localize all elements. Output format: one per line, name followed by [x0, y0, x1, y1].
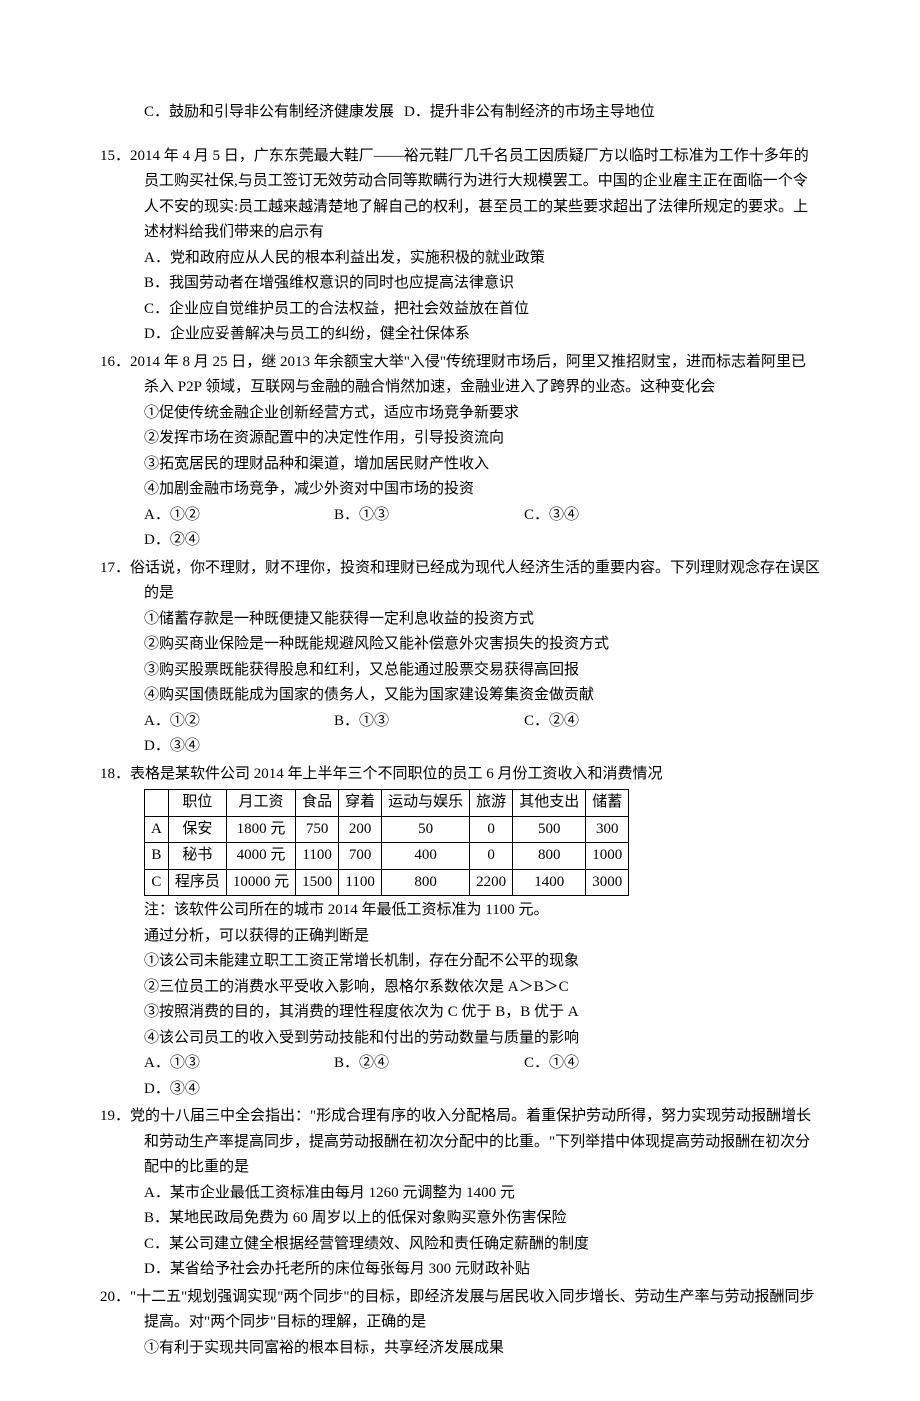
q16-s1: ①促使传统金融企业创新经营方式，适应市场竞争新要求 [100, 401, 820, 427]
q18-th-7: 其他支出 [513, 790, 586, 817]
q18-cell-0-8: 300 [586, 816, 629, 843]
q18-th-2: 月工资 [226, 790, 295, 817]
q18-opt-d: D．③④ [100, 1077, 820, 1103]
q14-opt-c: C．鼓励和引导非公有制经济健康发展 [144, 100, 404, 126]
q19-opt-d: D．某省给予社会办托老所的床位每张每月 300 元财政补贴 [100, 1257, 820, 1283]
q14-options-cd: C．鼓励和引导非公有制经济健康发展 D．提升非公有制经济的市场主导地位 [100, 100, 820, 126]
q20: 20．"十二五"规划强调实现"两个同步"的目标，即经济发展与居民收入同步增长、劳… [100, 1285, 820, 1362]
q16-opt-d: D．②④ [100, 528, 820, 554]
q18-opts-abc: A．①③ B．②④ C．①④ [100, 1051, 820, 1077]
q18-cell-1-5: 400 [382, 843, 470, 870]
q18-cell-0-0: A [145, 816, 169, 843]
q18-cell-1-8: 1000 [586, 843, 629, 870]
q18-cell-1-0: B [145, 843, 169, 870]
q18-cell-1-1: 秘书 [168, 843, 226, 870]
q18-cell-0-3: 750 [296, 816, 339, 843]
q19-opt-c: C．某公司建立健全根据经营管理绩效、风险和责任确定薪酬的制度 [100, 1232, 820, 1258]
q18-cell-0-2: 1800 元 [226, 816, 295, 843]
q16-s4: ④加剧金融市场竞争，减少外资对中国市场的投资 [100, 477, 820, 503]
q18-note: 注：该软件公司所在的城市 2014 年最低工资标准为 1100 元。 [100, 898, 820, 924]
q19: 19．党的十八届三中全会指出："形成合理有序的收入分配格局。着重保护劳动所得，努… [100, 1104, 820, 1283]
q18-cell-2-5: 800 [382, 869, 470, 896]
q18-cell-2-0: C [145, 869, 169, 896]
q17-stem: 17．俗话说，你不理财，财不理你，投资和理财已经成为现代人经济生活的重要内容。下… [100, 556, 820, 607]
q15: 15．2014 年 4 月 5 日，广东东莞最大鞋厂——裕元鞋厂几千名员工因质疑… [100, 144, 820, 348]
q18-cell-1-6: 0 [470, 843, 513, 870]
q18-stem: 18．表格是某软件公司 2014 年上半年三个不同职位的员工 6 月份工资收入和… [100, 762, 820, 788]
q18-table: 职位月工资食品穿着运动与娱乐旅游其他支出储蓄 A保安1800 元75020050… [144, 789, 629, 896]
q14-opt-d: D．提升非公有制经济的市场主导地位 [404, 100, 664, 126]
q18-th-8: 储蓄 [586, 790, 629, 817]
q18-th-6: 旅游 [470, 790, 513, 817]
q18-cell-2-2: 10000 元 [226, 869, 295, 896]
q16-opt-b: B．①③ [334, 503, 524, 529]
q20-s1: ①有利于实现共同富裕的根本目标，共享经济发展成果 [100, 1336, 820, 1362]
q18-cell-1-3: 1100 [296, 843, 339, 870]
q18-cell-2-8: 3000 [586, 869, 629, 896]
q18-lead: 通过分析，可以获得的正确判断是 [100, 924, 820, 950]
q18-cell-0-6: 0 [470, 816, 513, 843]
q18-cell-0-7: 500 [513, 816, 586, 843]
q18-cell-2-3: 1500 [296, 869, 339, 896]
q16-opts-abc: A．①② B．①③ C．③④ [100, 503, 820, 529]
q18-cell-0-5: 50 [382, 816, 470, 843]
q18-s3: ③按照消费的目的，其消费的理性程度依次为 C 优于 B，B 优于 A [100, 1000, 820, 1026]
q18-th-5: 运动与娱乐 [382, 790, 470, 817]
table-row: B秘书4000 元110070040008001000 [145, 843, 629, 870]
q18-th-0 [145, 790, 169, 817]
q16: 16．2014 年 8 月 25 日，继 2013 年余额宝大举"入侵"传统理财… [100, 350, 820, 554]
q19-opt-a: A．某市企业最低工资标准由每月 1260 元调整为 1400 元 [100, 1181, 820, 1207]
q18: 18．表格是某软件公司 2014 年上半年三个不同职位的员工 6 月份工资收入和… [100, 762, 820, 1103]
q17-s3: ③购买股票既能获得股息和红利，又总能通过股票交易获得高回报 [100, 658, 820, 684]
q15-opt-c: C．企业应自觉维护员工的合法权益，把社会效益放在首位 [100, 297, 820, 323]
q17-opt-a: A．①② [144, 709, 334, 735]
q18-cell-1-2: 4000 元 [226, 843, 295, 870]
q18-cell-0-4: 200 [339, 816, 382, 843]
q16-opt-a: A．①② [144, 503, 334, 529]
q18-cell-2-6: 2200 [470, 869, 513, 896]
q18-opt-b: B．②④ [334, 1051, 524, 1077]
q18-cell-1-7: 800 [513, 843, 586, 870]
q18-opt-c: C．①④ [524, 1051, 714, 1077]
q18-s1: ①该公司未能建立职工工资正常增长机制，存在分配不公平的现象 [100, 949, 820, 975]
q17-opt-c: C．②④ [524, 709, 714, 735]
q20-stem: 20．"十二五"规划强调实现"两个同步"的目标，即经济发展与居民收入同步增长、劳… [100, 1285, 820, 1336]
q15-opt-b: B．我国劳动者在增强维权意识的同时也应提高法律意识 [100, 271, 820, 297]
q18-cell-0-1: 保安 [168, 816, 226, 843]
q17-s1: ①储蓄存款是一种既便捷又能获得一定利息收益的投资方式 [100, 607, 820, 633]
q18-s4: ④该公司员工的收入受到劳动技能和付出的劳动数量与质量的影响 [100, 1026, 820, 1052]
q18-cell-1-4: 700 [339, 843, 382, 870]
q16-stem: 16．2014 年 8 月 25 日，继 2013 年余额宝大举"入侵"传统理财… [100, 350, 820, 401]
q15-stem: 15．2014 年 4 月 5 日，广东东莞最大鞋厂——裕元鞋厂几千名员工因质疑… [100, 144, 820, 246]
q18-th-4: 穿着 [339, 790, 382, 817]
q18-cell-2-1: 程序员 [168, 869, 226, 896]
q17-opts-abc: A．①② B．①③ C．②④ [100, 709, 820, 735]
q16-s2: ②发挥市场在资源配置中的决定性作用，引导投资流向 [100, 426, 820, 452]
q15-opt-a: A．党和政府应从人民的根本利益出发，实施积极的就业政策 [100, 246, 820, 272]
q18-s2: ②三位员工的消费水平受收入影响，恩格尔系数依次是 A＞B＞C [100, 975, 820, 1001]
q16-opt-c: C．③④ [524, 503, 714, 529]
table-row: C程序员10000 元15001100800220014003000 [145, 869, 629, 896]
q18-cell-2-7: 1400 [513, 869, 586, 896]
q17-s2: ②购买商业保险是一种既能规避风险又能补偿意外灾害损失的投资方式 [100, 632, 820, 658]
q17-s4: ④购买国债既能成为国家的债务人，又能为国家建设筹集资金做贡献 [100, 683, 820, 709]
q19-stem: 19．党的十八届三中全会指出："形成合理有序的收入分配格局。着重保护劳动所得，努… [100, 1104, 820, 1181]
q17: 17．俗话说，你不理财，财不理你，投资和理财已经成为现代人经济生活的重要内容。下… [100, 556, 820, 760]
q17-opt-b: B．①③ [334, 709, 524, 735]
q19-opt-b: B．某地民政局免费为 60 周岁以上的低保对象购买意外伤害保险 [100, 1206, 820, 1232]
q17-opt-d: D．③④ [100, 734, 820, 760]
q15-opt-d: D．企业应妥善解决与员工的纠纷，健全社保体系 [100, 322, 820, 348]
q18-opt-a: A．①③ [144, 1051, 334, 1077]
q18-cell-2-4: 1100 [339, 869, 382, 896]
table-row: A保安1800 元750200500500300 [145, 816, 629, 843]
q18-th-1: 职位 [168, 790, 226, 817]
q16-s3: ③拓宽居民的理财品种和渠道，增加居民财产性收入 [100, 452, 820, 478]
q18-th-3: 食品 [296, 790, 339, 817]
